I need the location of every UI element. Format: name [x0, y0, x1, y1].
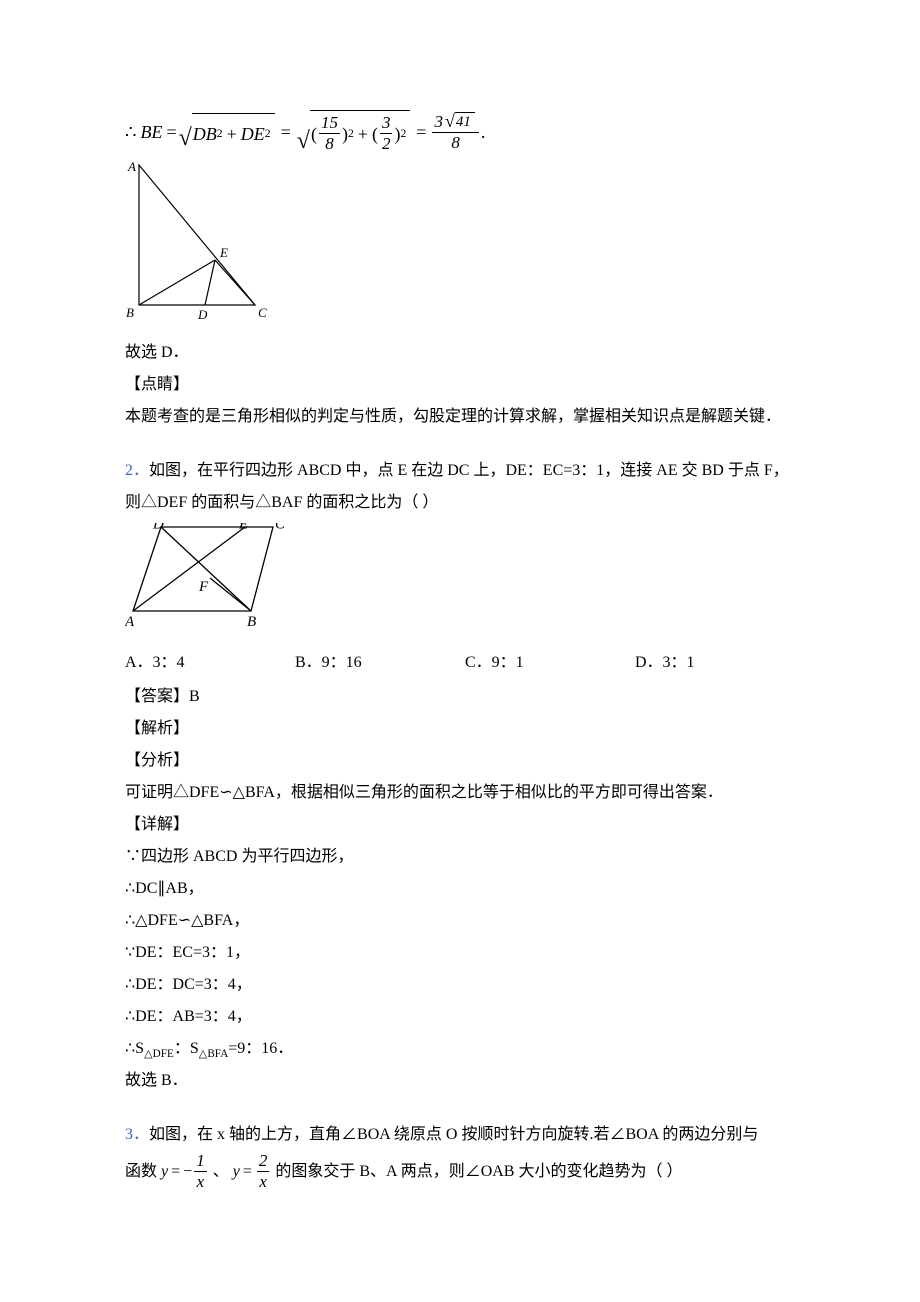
result-frac: 3 √ 41 8	[432, 112, 478, 154]
svg-text:D: D	[197, 307, 208, 321]
var-be: BE	[140, 114, 162, 150]
res-3: 3	[434, 112, 443, 132]
q2-l7-s1: △DFE	[144, 1048, 174, 1060]
q1-hint-text: 本题考查的是三角形相似的判定与性质，勾股定理的计算求解，掌握相关知识点是解题关键…	[125, 401, 795, 433]
q3-eq1: =	[171, 1156, 180, 1188]
q3-post: 的图象交于 B、A 两点，则∠OAB 大小的变化趋势为（ ）	[275, 1156, 682, 1188]
q2-number: 2．	[125, 462, 149, 479]
q2-l4: ∵DE：EC=3：1，	[125, 937, 795, 969]
svg-text:B: B	[126, 305, 134, 320]
plus-2: +	[358, 116, 368, 152]
eq-1: =	[166, 114, 176, 150]
frac-3-2: 3 2	[380, 113, 393, 155]
num-3: 3	[380, 113, 393, 134]
q2-det-label: 【详解】	[125, 809, 795, 841]
lp-2: (	[372, 116, 378, 152]
q3-f2d: x	[257, 1172, 269, 1192]
q2-option-b[interactable]: B．9：16	[295, 647, 465, 679]
q2-choice: 故选 B．	[125, 1065, 795, 1097]
therefore-symbol: ∴	[125, 114, 136, 150]
q2-l7-mid: ：S	[174, 1040, 199, 1057]
q2-option-a[interactable]: A．3：4	[125, 647, 295, 679]
res-den-8: 8	[449, 133, 462, 153]
q2-stem-text: 如图，在平行四边形 ABCD 中，点 E 在边 DC 上，DE：EC=3：1，连…	[125, 462, 789, 511]
question-3: 3．如图，在 x 轴的上方，直角∠BOA 绕原点 O 按顺时针方向旋转.若∠BO…	[125, 1119, 795, 1193]
q2-l7-s2: △BFA	[199, 1048, 229, 1060]
svg-text:E: E	[219, 245, 228, 260]
q2-ana-label: 【分析】	[125, 745, 795, 777]
parallelogram-diagram: D E C A B F	[125, 523, 795, 643]
svg-text:C: C	[275, 523, 286, 533]
q3-stem-b: 函数 y = − 1 x 、 y = 2 x 的图象交于 B、A 两点，则∠OA…	[125, 1151, 795, 1193]
res-41: 41	[456, 113, 471, 131]
q3-stem-a: 3．如图，在 x 轴的上方，直角∠BOA 绕原点 O 按顺时针方向旋转.若∠BO…	[125, 1119, 795, 1151]
q2-ans-label: 【答案】	[125, 688, 189, 705]
svg-text:E: E	[238, 523, 248, 533]
dot: .	[481, 114, 486, 150]
q2-exp-label: 【解析】	[125, 713, 795, 745]
q3-sep: 、	[213, 1156, 229, 1188]
eq-3: =	[416, 114, 426, 150]
q2-l2: ∴DC∥AB，	[125, 873, 795, 905]
db: DB	[193, 116, 217, 152]
q3-f1n: 1	[194, 1151, 207, 1172]
q2-stem: 2．如图，在平行四边形 ABCD 中，点 E 在边 DC 上，DE：EC=3：1…	[125, 455, 795, 519]
triangle-diagram: A B D C E	[125, 161, 795, 333]
q3-frac-2: 2 x	[257, 1151, 270, 1193]
q3-frac-1: 1 x	[194, 1151, 207, 1193]
de: DE	[241, 116, 265, 152]
eq-2: =	[281, 114, 291, 150]
q3-f1d: x	[195, 1172, 207, 1192]
q3-y1: y	[161, 1156, 168, 1188]
svg-text:A: A	[125, 614, 135, 630]
lp-1: (	[311, 116, 317, 152]
svg-text:B: B	[247, 614, 256, 630]
q2-option-d[interactable]: D．3：1	[635, 647, 805, 679]
den-8: 8	[323, 134, 336, 154]
q2-l7: ∴S△DFE：S△BFA=9：16．	[125, 1033, 795, 1065]
svg-text:C: C	[258, 305, 267, 320]
q2-options: A．3：4 B．9：16 C．9：1 D．3：1	[125, 647, 795, 679]
den-2: 2	[380, 134, 393, 154]
q2-option-c[interactable]: C．9：1	[465, 647, 635, 679]
q2-l5: ∴DE：DC=3：4，	[125, 969, 795, 1001]
frac-15-8: 15 8	[319, 113, 340, 155]
q2-l7-post: =9：16．	[228, 1040, 293, 1057]
q3-neg: −	[183, 1156, 192, 1188]
q1-choice: 故选 D．	[125, 337, 795, 369]
q1-result-formula: ∴ BE = √ DB2 + DE2 = √ ( 15 8 )2 + ( 3 2…	[125, 110, 795, 155]
sqrt-db-de: √ DB2 + DE2	[179, 113, 275, 152]
q3-pre: 函数	[125, 1156, 157, 1188]
q2-ans-val: B	[189, 688, 200, 705]
q3-eq2: =	[243, 1156, 252, 1188]
q1-hint-label: 【点睛】	[125, 369, 795, 401]
question-2: 2．如图，在平行四边形 ABCD 中，点 E 在边 DC 上，DE：EC=3：1…	[125, 455, 795, 1097]
sqrt-fracs: √ ( 15 8 )2 + ( 3 2 )2	[297, 110, 411, 155]
plus-1: +	[227, 116, 237, 152]
svg-text:F: F	[198, 579, 209, 595]
q3-stem-a-text: 如图，在 x 轴的上方，直角∠BOA 绕原点 O 按顺时针方向旋转.若∠BOA …	[149, 1126, 758, 1143]
num-15: 15	[319, 113, 340, 134]
svg-text:A: A	[127, 161, 136, 174]
q2-l6: ∴DE：AB=3：4，	[125, 1001, 795, 1033]
q2-ana-text: 可证明△DFE∽△BFA，根据相似三角形的面积之比等于相似比的平方即可得出答案．	[125, 777, 795, 809]
q3-number: 3．	[125, 1126, 149, 1143]
q2-l3: ∴△DFE∽△BFA，	[125, 905, 795, 937]
q2-answer: 【答案】B	[125, 681, 795, 713]
q2-l7-pre: ∴S	[125, 1040, 144, 1057]
q3-f2n: 2	[257, 1151, 270, 1172]
q3-y2: y	[233, 1156, 240, 1188]
q2-l1: ∵四边形 ABCD 为平行四边形，	[125, 841, 795, 873]
svg-text:D: D	[152, 523, 164, 533]
